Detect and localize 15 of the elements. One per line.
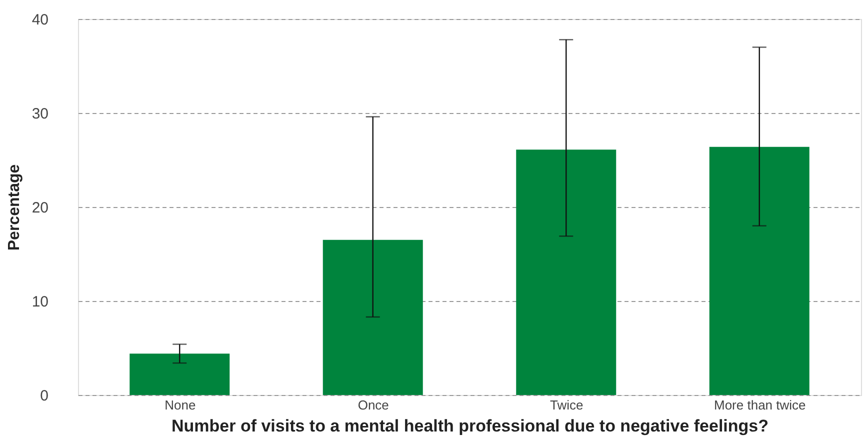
x-tick-label: Once — [358, 398, 389, 412]
y-tick-label: 20 — [32, 200, 48, 216]
bar — [322, 240, 423, 395]
x-tick-label: Twice — [550, 398, 584, 412]
bar — [709, 146, 810, 395]
y-tick-label: 0 — [40, 388, 48, 404]
bar — [130, 354, 230, 395]
y-tick-label: 40 — [32, 12, 48, 28]
x-tick-label: None — [164, 398, 196, 412]
y-tick-label: 10 — [32, 294, 48, 310]
x-tick-label: More than twice — [714, 398, 806, 412]
x-axis-title: Number of visits to a mental health professional due to negative feelings? — [171, 416, 769, 436]
bar — [516, 150, 616, 395]
y-axis-title: Percentage — [6, 164, 23, 251]
y-tick-label: 30 — [32, 106, 48, 122]
